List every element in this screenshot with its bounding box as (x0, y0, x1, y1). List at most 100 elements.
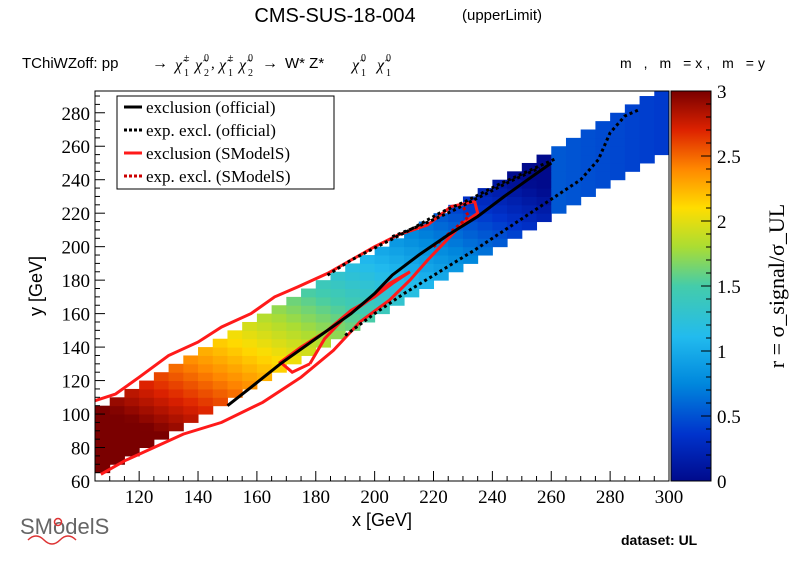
heatmap-cell (462, 229, 479, 239)
heatmap-cell (345, 288, 361, 298)
heatmap-cell (477, 213, 493, 223)
heatmap-cell (389, 246, 405, 256)
heatmap-cell (551, 179, 567, 189)
color-bar-tick-label: 0.5 (717, 407, 741, 428)
heatmap-cell (580, 146, 596, 156)
svg-text:→: → (262, 55, 278, 72)
heatmap-cell (95, 430, 111, 440)
heatmap-cell (168, 414, 184, 423)
heatmap-cell (389, 296, 405, 306)
heatmap-cell (242, 338, 258, 348)
heatmap-cell (639, 137, 655, 147)
heatmap-cell (198, 347, 214, 356)
heatmap-cell (536, 179, 552, 189)
svg-text:1: 1 (228, 68, 233, 79)
heatmap-cell (330, 271, 346, 281)
color-bar-tick-label: 3 (717, 82, 727, 103)
heatmap-cell (418, 263, 435, 273)
heatmap-cell (139, 430, 155, 440)
x-tick-label: 220 (419, 487, 448, 508)
plot-frame (94, 90, 670, 482)
heatmap-cell (168, 380, 184, 390)
heatmap-cell (536, 196, 552, 206)
heatmap-cell (654, 96, 669, 105)
heatmap-cell (330, 313, 346, 323)
heatmap-cell (109, 397, 125, 407)
heatmap-cell (580, 179, 596, 189)
heatmap-cell (404, 280, 420, 290)
heatmap-cell (286, 313, 302, 323)
heatmap-cell (507, 204, 523, 214)
heatmap-cell (271, 313, 287, 323)
heatmap-cell (256, 347, 273, 356)
heatmap-cell (551, 162, 567, 172)
y-tick-label: 240 (62, 171, 91, 192)
heatmap-cell (183, 380, 199, 390)
heatmap-cell (551, 204, 567, 214)
heatmap-cell (374, 271, 390, 281)
heatmap-cell (507, 221, 523, 231)
y-tick-label: 120 (62, 372, 91, 393)
heatmap-cell (433, 246, 449, 256)
heatmap-cell (448, 238, 464, 248)
heatmap-cell (507, 196, 523, 206)
y-tick-label: 280 (62, 104, 91, 125)
legend-entry: exp. excl. (official) (146, 121, 276, 140)
process-decay: W* Z* (285, 55, 324, 72)
heatmap-cell (286, 355, 302, 365)
heatmap-cell (212, 388, 228, 398)
curve-exp-excl-official-upper-2 (391, 166, 541, 238)
heatmap-cell (95, 414, 111, 423)
contour-curves (95, 108, 641, 476)
heatmap-cell (610, 137, 626, 147)
heatmap-cell (330, 305, 346, 315)
heatmap-cell (124, 430, 140, 440)
heatmap-cell (610, 154, 626, 164)
heatmap-cell (536, 171, 552, 181)
heatmap-cell (389, 271, 405, 281)
heatmap-cell (227, 338, 243, 348)
heatmap-cell (271, 355, 287, 365)
svg-text:→: → (152, 55, 168, 72)
y-tick-label: 160 (62, 305, 91, 326)
heatmap-cell (433, 255, 449, 264)
x-tick-label: 280 (596, 487, 625, 508)
heatmap-cell (580, 171, 596, 181)
heatmap-cell (168, 372, 184, 382)
heatmap-cell (624, 154, 641, 164)
heatmap-cell (315, 288, 331, 298)
heatmap-cell (610, 162, 626, 172)
heatmap-cell (153, 430, 170, 440)
heatmap-cell (212, 347, 228, 356)
heatmap-cell (212, 372, 228, 382)
heatmap-cell (462, 204, 479, 214)
heatmap-cell (551, 146, 567, 156)
heatmap-cell (654, 137, 669, 147)
heatmap-cell (580, 137, 596, 147)
heatmap-cell (124, 388, 140, 398)
heatmap-cell (624, 162, 641, 172)
heatmap-cell (198, 397, 214, 407)
legend: exclusion (official) exp. excl. (official… (116, 95, 335, 190)
heatmap-cell (492, 221, 508, 231)
heatmap-cell (536, 204, 552, 214)
heatmap-cell (580, 129, 596, 139)
x-tick-label: 140 (184, 487, 213, 508)
heatmap-cell (418, 271, 435, 281)
heatmap-cell (198, 388, 214, 398)
heatmap-cell (271, 305, 287, 315)
heatmap-cell (639, 96, 655, 105)
heatmap-cell (301, 288, 317, 298)
heatmap-cell (315, 313, 331, 323)
heatmap-cell (624, 121, 641, 130)
heatmap-cell (301, 296, 317, 306)
heatmap-cell (95, 439, 111, 449)
heatmap-cell (610, 171, 626, 181)
heatmap-cell (536, 154, 552, 164)
heatmap-cell (492, 238, 508, 248)
x-tick-label: 200 (360, 487, 389, 508)
heatmap-cell (198, 363, 214, 373)
heatmap-cell (198, 372, 214, 382)
heatmap-cell (654, 104, 669, 114)
heatmap-cell (462, 238, 479, 248)
